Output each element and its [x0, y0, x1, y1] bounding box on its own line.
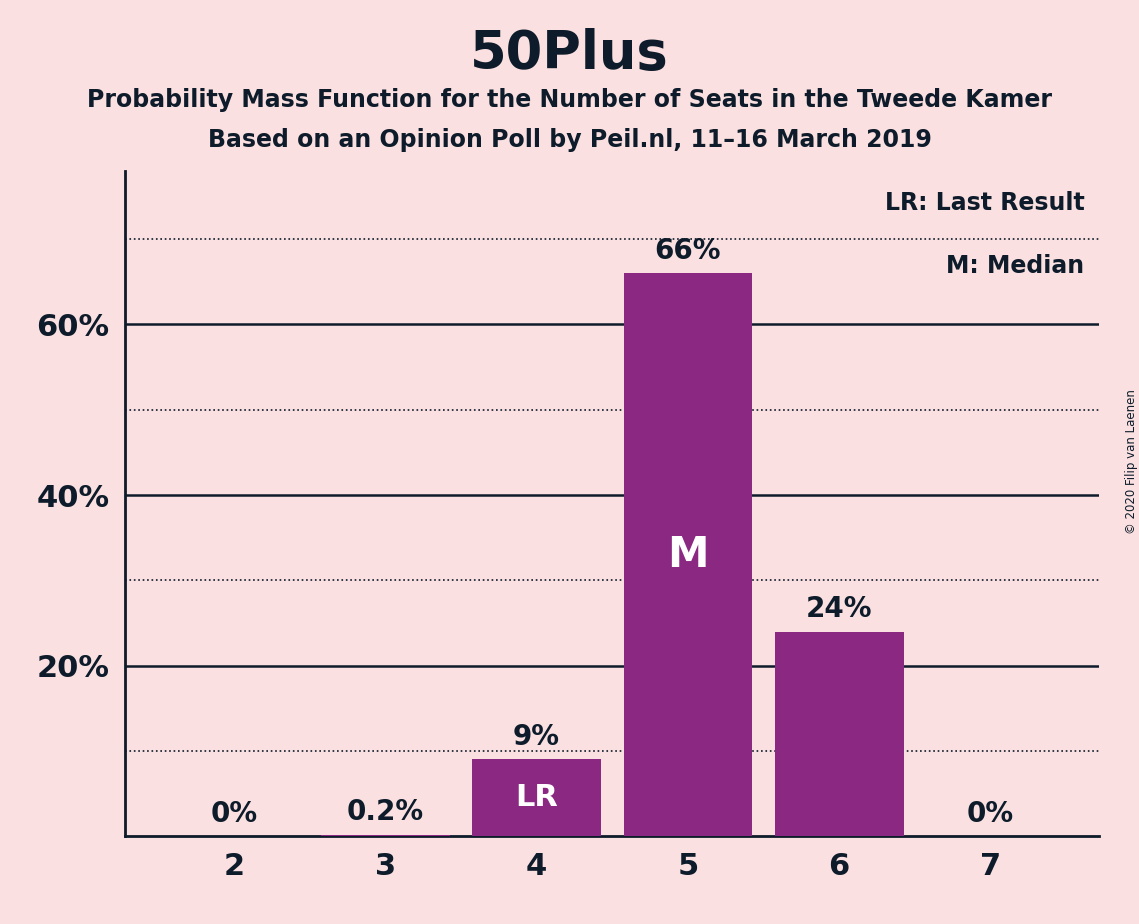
Text: 9%: 9% [513, 723, 560, 751]
Text: M: M [667, 534, 708, 576]
Bar [623, 274, 752, 836]
Text: 0%: 0% [967, 799, 1014, 828]
Bar [775, 631, 903, 836]
Bar [321, 834, 450, 836]
Text: LR: Last Result: LR: Last Result [885, 191, 1084, 215]
Text: M: Median: M: Median [947, 254, 1084, 278]
Text: 0%: 0% [211, 799, 257, 828]
Text: © 2020 Filip van Laenen: © 2020 Filip van Laenen [1124, 390, 1138, 534]
Text: Probability Mass Function for the Number of Seats in the Tweede Kamer: Probability Mass Function for the Number… [87, 88, 1052, 112]
Text: 24%: 24% [806, 595, 872, 623]
Text: 50Plus: 50Plus [470, 28, 669, 79]
Bar [473, 760, 601, 836]
Text: 66%: 66% [655, 237, 721, 265]
Text: Based on an Opinion Poll by Peil.nl, 11–16 March 2019: Based on an Opinion Poll by Peil.nl, 11–… [207, 128, 932, 152]
Text: LR: LR [515, 784, 558, 812]
Text: 0.2%: 0.2% [346, 798, 424, 826]
